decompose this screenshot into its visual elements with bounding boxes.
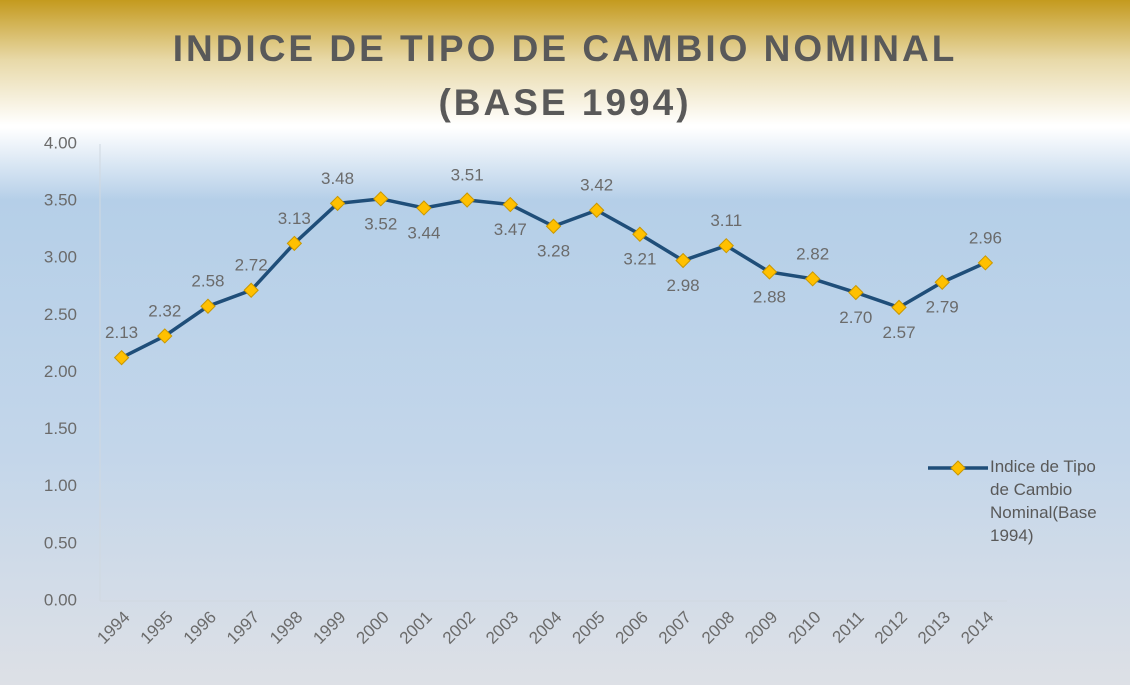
y-tick-label: 4.00 — [44, 133, 77, 152]
marker — [934, 274, 950, 290]
x-tick-label: 2002 — [439, 608, 479, 648]
data-label: 2.96 — [969, 228, 1002, 247]
legend-label: Indice de Tipo de Cambio Nominal(Base 19… — [990, 457, 1097, 545]
marker — [675, 252, 691, 269]
x-tick-label: 2014 — [957, 608, 997, 648]
data-label: 2.88 — [753, 287, 786, 306]
data-label: 2.98 — [667, 276, 700, 295]
x-tick-label: 2003 — [482, 608, 522, 648]
marker — [286, 235, 303, 252]
x-tick-label: 2009 — [741, 608, 781, 648]
data-label: 2.13 — [105, 323, 138, 342]
data-label: 2.70 — [839, 308, 872, 327]
x-tick-label: 1999 — [309, 608, 349, 648]
x-tick-label: 1995 — [137, 608, 177, 648]
x-tick-label: 2001 — [396, 608, 436, 648]
marker — [243, 282, 259, 298]
marker — [459, 192, 475, 208]
x-tick-label: 1994 — [93, 608, 133, 648]
data-label: 3.44 — [407, 223, 440, 242]
data-label: 3.21 — [623, 250, 656, 269]
y-tick-label: 3.00 — [44, 248, 77, 267]
data-label: 2.32 — [148, 301, 181, 320]
marker — [718, 237, 734, 254]
marker — [200, 298, 216, 314]
x-tick-label: 2008 — [698, 608, 738, 648]
data-label: 3.28 — [537, 242, 570, 261]
x-tick-label: 2004 — [525, 608, 565, 648]
marker — [848, 284, 864, 301]
marker — [113, 349, 130, 366]
data-label: 2.58 — [191, 272, 224, 291]
data-label: 3.51 — [451, 165, 484, 184]
x-tick-label: 2000 — [353, 608, 393, 648]
marker — [502, 196, 519, 213]
x-tick-label: 2012 — [871, 608, 911, 648]
marker — [157, 328, 173, 344]
x-tick-label: 2006 — [612, 608, 652, 648]
data-label: 2.72 — [235, 256, 268, 275]
x-tick-label: 2007 — [655, 608, 695, 648]
x-tick-label: 1998 — [266, 608, 306, 648]
data-label: 3.47 — [494, 220, 527, 239]
y-tick-label: 2.50 — [44, 305, 77, 324]
legend-marker — [950, 460, 966, 476]
marker — [761, 264, 778, 280]
y-tick-label: 1.50 — [44, 419, 77, 438]
marker — [416, 200, 432, 216]
marker — [891, 299, 907, 316]
x-tick-label: 2011 — [829, 608, 868, 647]
y-tick-label: 0.50 — [44, 533, 77, 552]
x-tick-label: 1997 — [223, 608, 263, 648]
marker — [588, 202, 605, 218]
y-tick-label: 0.00 — [44, 590, 77, 609]
data-label: 3.42 — [580, 176, 613, 195]
y-tick-label: 2.00 — [44, 362, 77, 381]
marker — [977, 255, 994, 271]
data-label: 2.57 — [882, 323, 915, 342]
marker — [329, 195, 346, 212]
x-tick-label: 2005 — [569, 608, 609, 648]
x-tick-label: 2010 — [784, 608, 824, 648]
x-tick-label: 2013 — [914, 608, 954, 648]
data-label: 2.82 — [796, 244, 829, 263]
marker — [545, 218, 562, 234]
x-tick-label: 1996 — [180, 608, 220, 648]
y-tick-label: 1.00 — [44, 476, 77, 495]
marker — [373, 191, 389, 207]
data-label: 3.13 — [278, 209, 311, 228]
chart-title: INDICE DE TIPO DE CAMBIO NOMINAL (BASE 1… — [172, 28, 958, 123]
y-tick-label: 3.50 — [44, 191, 77, 210]
marker — [632, 226, 648, 242]
data-label: 3.52 — [364, 214, 397, 233]
data-label: 3.11 — [710, 211, 742, 230]
marker — [804, 271, 821, 287]
data-label: 3.48 — [321, 169, 354, 188]
data-label: 2.79 — [926, 298, 959, 317]
